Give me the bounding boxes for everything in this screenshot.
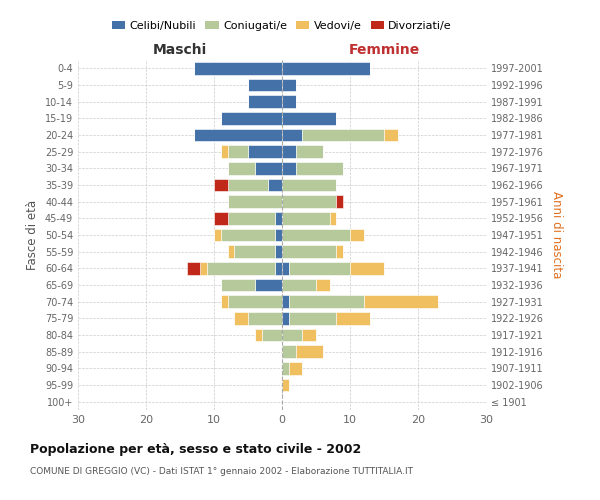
Bar <box>187 262 200 274</box>
Bar <box>275 212 282 224</box>
Bar <box>282 179 337 192</box>
Bar <box>282 262 289 274</box>
Text: COMUNE DI GREGGIO (VC) - Dati ISTAT 1° gennaio 2002 - Elaborazione TUTTITALIA.IT: COMUNE DI GREGGIO (VC) - Dati ISTAT 1° g… <box>30 468 413 476</box>
Bar <box>289 262 350 274</box>
Bar <box>235 246 275 258</box>
Bar <box>248 79 282 92</box>
Bar <box>227 146 248 158</box>
Bar <box>337 246 343 258</box>
Bar <box>282 362 289 374</box>
Bar <box>282 246 337 258</box>
Legend: Celibi/Nubili, Coniugati/e, Vedovi/e, Divorziati/e: Celibi/Nubili, Coniugati/e, Vedovi/e, Di… <box>107 16 457 36</box>
Bar <box>282 162 296 174</box>
Bar <box>282 96 296 108</box>
Bar <box>384 129 398 141</box>
Bar <box>282 346 296 358</box>
Bar <box>275 262 282 274</box>
Bar <box>289 296 364 308</box>
Bar <box>255 279 282 291</box>
Bar <box>262 329 282 341</box>
Bar <box>329 212 337 224</box>
Bar <box>227 212 275 224</box>
Bar <box>194 129 282 141</box>
Bar <box>350 262 384 274</box>
Bar <box>282 112 337 124</box>
Bar <box>282 212 329 224</box>
Bar <box>282 312 289 324</box>
Bar <box>214 179 227 192</box>
Bar <box>275 246 282 258</box>
Text: Popolazione per età, sesso e stato civile - 2002: Popolazione per età, sesso e stato civil… <box>30 442 361 456</box>
Y-axis label: Anni di nascita: Anni di nascita <box>550 192 563 278</box>
Bar <box>296 346 323 358</box>
Bar <box>289 362 302 374</box>
Bar <box>227 296 282 308</box>
Bar <box>302 129 384 141</box>
Bar <box>235 312 248 324</box>
Bar <box>227 179 268 192</box>
Bar <box>221 229 275 241</box>
Bar <box>207 262 275 274</box>
Bar <box>282 196 337 208</box>
Bar <box>364 296 439 308</box>
Bar <box>282 79 296 92</box>
Bar <box>282 129 302 141</box>
Bar <box>200 262 207 274</box>
Bar <box>282 62 370 74</box>
Y-axis label: Fasce di età: Fasce di età <box>26 200 39 270</box>
Bar <box>282 229 350 241</box>
Bar <box>337 196 343 208</box>
Bar <box>248 96 282 108</box>
Bar <box>302 329 316 341</box>
Bar <box>214 229 221 241</box>
Bar <box>227 246 235 258</box>
Bar <box>282 296 289 308</box>
Bar <box>221 112 282 124</box>
Bar <box>282 379 289 391</box>
Bar <box>296 162 343 174</box>
Bar <box>289 312 337 324</box>
Bar <box>268 179 282 192</box>
Bar <box>350 229 364 241</box>
Bar <box>255 329 262 341</box>
Bar <box>227 196 282 208</box>
Bar <box>255 162 282 174</box>
Text: Femmine: Femmine <box>349 42 419 56</box>
Bar <box>221 279 255 291</box>
Bar <box>275 229 282 241</box>
Bar <box>282 329 302 341</box>
Bar <box>248 312 282 324</box>
Bar <box>221 296 227 308</box>
Bar <box>296 146 323 158</box>
Bar <box>214 212 227 224</box>
Bar <box>194 62 282 74</box>
Bar <box>337 312 370 324</box>
Text: Maschi: Maschi <box>153 42 207 56</box>
Bar <box>316 279 329 291</box>
Bar <box>221 146 227 158</box>
Bar <box>282 146 296 158</box>
Bar <box>227 162 255 174</box>
Bar <box>248 146 282 158</box>
Bar <box>282 279 316 291</box>
